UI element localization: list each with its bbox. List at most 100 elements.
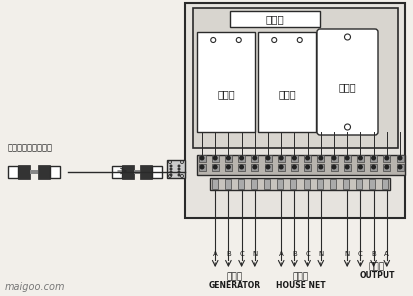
Bar: [251, 163, 258, 170]
Circle shape: [358, 165, 362, 169]
Bar: [258, 32, 316, 132]
Bar: [212, 179, 218, 189]
Polygon shape: [167, 160, 185, 178]
Circle shape: [372, 165, 375, 169]
Bar: [291, 163, 298, 170]
Bar: [304, 179, 309, 189]
Bar: [264, 163, 271, 170]
Text: B: B: [371, 251, 376, 257]
Circle shape: [319, 156, 323, 160]
Bar: [383, 163, 390, 170]
Text: B: B: [226, 251, 231, 257]
Bar: [370, 155, 377, 162]
FancyBboxPatch shape: [317, 29, 378, 135]
Text: A: A: [213, 251, 218, 257]
Text: A: A: [279, 251, 284, 257]
Circle shape: [170, 174, 172, 176]
Bar: [278, 163, 285, 170]
Text: GENERATOR: GENERATOR: [209, 281, 261, 290]
Bar: [357, 155, 364, 162]
Bar: [8, 166, 18, 178]
Bar: [152, 166, 162, 178]
Bar: [238, 155, 245, 162]
Bar: [230, 11, 320, 27]
Text: 控制器: 控制器: [339, 82, 356, 92]
Bar: [369, 179, 375, 189]
Text: A: A: [385, 251, 389, 257]
Text: 充电器: 充电器: [266, 14, 285, 24]
Bar: [396, 155, 404, 162]
Bar: [210, 178, 390, 190]
Bar: [396, 163, 404, 170]
Circle shape: [292, 165, 296, 169]
Circle shape: [266, 165, 270, 169]
Circle shape: [358, 156, 362, 160]
Circle shape: [385, 156, 389, 160]
Circle shape: [280, 156, 283, 160]
Bar: [330, 155, 337, 162]
Text: N: N: [318, 251, 323, 257]
Text: B: B: [292, 251, 297, 257]
Bar: [122, 165, 134, 179]
Bar: [304, 163, 311, 170]
Circle shape: [214, 156, 217, 160]
Bar: [134, 170, 140, 174]
Circle shape: [253, 165, 256, 169]
Text: OUTPUT: OUTPUT: [359, 271, 395, 280]
Circle shape: [240, 165, 243, 169]
Circle shape: [345, 156, 349, 160]
Circle shape: [306, 165, 309, 169]
Bar: [264, 155, 271, 162]
Bar: [112, 166, 122, 178]
Bar: [212, 155, 219, 162]
Bar: [238, 179, 244, 189]
Circle shape: [200, 165, 204, 169]
Circle shape: [345, 165, 349, 169]
Bar: [357, 163, 364, 170]
Circle shape: [292, 156, 296, 160]
Circle shape: [178, 168, 180, 170]
Circle shape: [266, 156, 270, 160]
Text: 接触器: 接触器: [278, 89, 296, 99]
Bar: [251, 155, 258, 162]
Bar: [344, 155, 351, 162]
Bar: [199, 155, 206, 162]
Circle shape: [178, 174, 180, 176]
Text: HOUSE NET: HOUSE NET: [276, 281, 326, 290]
Bar: [225, 163, 232, 170]
Circle shape: [332, 165, 336, 169]
Bar: [317, 155, 324, 162]
Circle shape: [372, 156, 375, 160]
Bar: [212, 163, 219, 170]
Bar: [382, 179, 388, 189]
Bar: [317, 163, 324, 170]
Circle shape: [227, 165, 230, 169]
Bar: [199, 163, 206, 170]
Bar: [278, 155, 285, 162]
Text: C: C: [305, 251, 310, 257]
Circle shape: [214, 165, 217, 169]
Circle shape: [240, 156, 243, 160]
Bar: [330, 163, 337, 170]
Text: 接发电机组面板接口: 接发电机组面板接口: [8, 143, 53, 152]
Text: 接触器: 接触器: [217, 89, 235, 99]
Bar: [383, 155, 390, 162]
Circle shape: [200, 156, 204, 160]
Bar: [344, 163, 351, 170]
Bar: [264, 179, 270, 189]
Bar: [317, 179, 323, 189]
Circle shape: [398, 156, 402, 160]
Circle shape: [332, 156, 336, 160]
Bar: [238, 163, 245, 170]
Circle shape: [178, 171, 180, 173]
Text: 接负载: 接负载: [369, 262, 385, 271]
Text: C: C: [239, 251, 244, 257]
Circle shape: [170, 165, 172, 167]
Bar: [30, 170, 38, 174]
Bar: [370, 163, 377, 170]
Bar: [50, 166, 60, 178]
Bar: [356, 179, 362, 189]
Bar: [197, 155, 405, 175]
Circle shape: [398, 165, 402, 169]
Bar: [304, 155, 311, 162]
